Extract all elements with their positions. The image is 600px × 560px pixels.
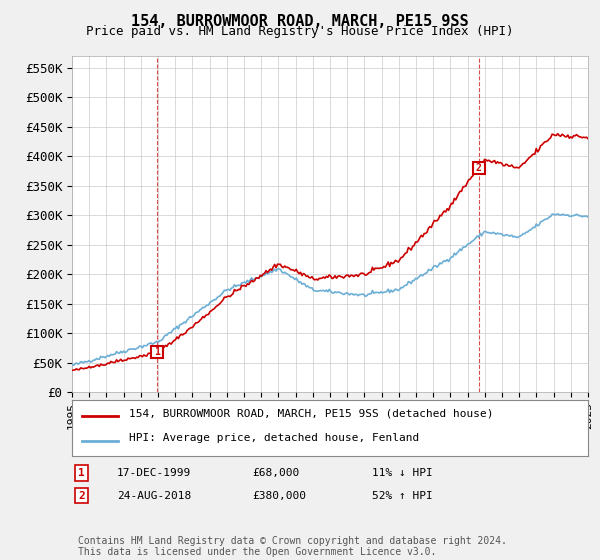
Text: 17-DEC-1999: 17-DEC-1999: [117, 468, 191, 478]
Text: £380,000: £380,000: [252, 491, 306, 501]
Text: 1: 1: [154, 347, 160, 357]
Text: 2: 2: [476, 163, 482, 173]
Text: HPI: Average price, detached house, Fenland: HPI: Average price, detached house, Fenl…: [129, 433, 419, 443]
Text: 2: 2: [78, 491, 85, 501]
Text: 11% ↓ HPI: 11% ↓ HPI: [372, 468, 433, 478]
Text: 24-AUG-2018: 24-AUG-2018: [117, 491, 191, 501]
Text: Price paid vs. HM Land Registry's House Price Index (HPI): Price paid vs. HM Land Registry's House …: [86, 25, 514, 38]
Text: 52% ↑ HPI: 52% ↑ HPI: [372, 491, 433, 501]
Text: 154, BURROWMOOR ROAD, MARCH, PE15 9SS: 154, BURROWMOOR ROAD, MARCH, PE15 9SS: [131, 14, 469, 29]
Text: Contains HM Land Registry data © Crown copyright and database right 2024.
This d: Contains HM Land Registry data © Crown c…: [78, 535, 507, 557]
Text: £68,000: £68,000: [252, 468, 299, 478]
Text: 154, BURROWMOOR ROAD, MARCH, PE15 9SS (detached house): 154, BURROWMOOR ROAD, MARCH, PE15 9SS (d…: [129, 408, 493, 418]
Text: 1: 1: [78, 468, 85, 478]
